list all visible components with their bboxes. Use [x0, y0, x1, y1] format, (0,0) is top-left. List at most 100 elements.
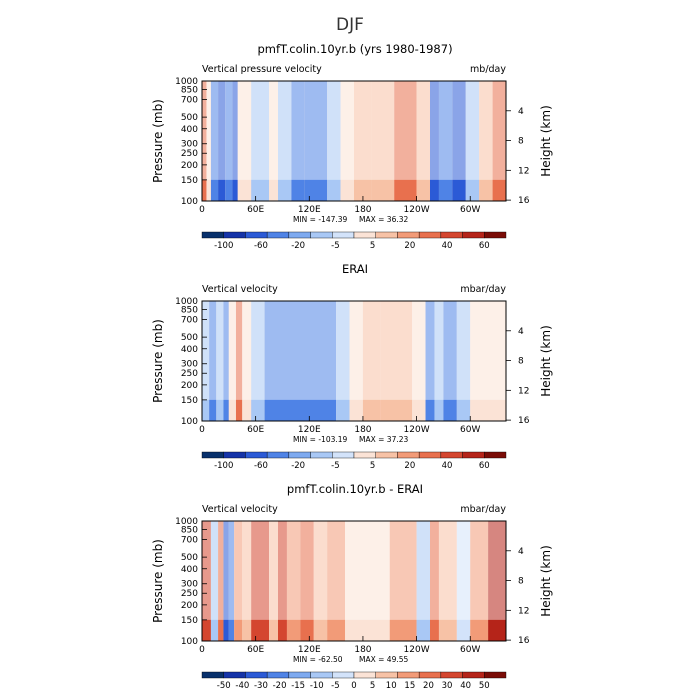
- y-tick-label: 500: [181, 113, 198, 123]
- contour-band: [202, 301, 210, 421]
- contour-band: [206, 81, 211, 201]
- contour-band: [340, 81, 354, 201]
- colorbar-box: [201, 451, 224, 459]
- colorbar-label: -20: [273, 681, 287, 691]
- y-tick-label: 250: [181, 149, 198, 159]
- colorbar-box: [440, 451, 463, 459]
- contour-band: [228, 521, 235, 641]
- x-tick-label: 60E: [247, 645, 264, 655]
- colorbar-label: 0: [351, 681, 356, 691]
- panel-3: pmfT.colin.10yr.b - ERAI Vertical velocit…: [151, 482, 553, 691]
- y-tick-label: 400: [181, 565, 198, 575]
- panel-1: pmfT.colin.10yr.b (yrs 1980-1987) Vertica…: [151, 42, 553, 251]
- colorbar-box: [484, 231, 507, 239]
- contour-band: [235, 301, 243, 421]
- x-tick-label: 120W: [404, 425, 430, 435]
- contour-band: [210, 521, 219, 641]
- contour-band: [225, 81, 233, 201]
- y-tick-label: 250: [181, 589, 198, 599]
- contour-band: [380, 301, 413, 421]
- y-tick-label: 850: [181, 305, 198, 315]
- y-tick-label: 200: [181, 601, 198, 611]
- x-tick-label: 0: [199, 645, 205, 655]
- contour-band: [251, 521, 270, 641]
- variable-label: Vertical velocity: [202, 284, 278, 295]
- colorbar-box: [288, 231, 311, 239]
- colorbar-label: 10: [386, 681, 397, 691]
- colorbar-box: [310, 671, 333, 679]
- colorbar-label: 20: [404, 461, 415, 471]
- y-tick-label: 700: [181, 536, 198, 546]
- contour-band: [362, 301, 381, 421]
- units-label: mbar/day: [460, 504, 506, 515]
- height-tick-label: 4: [518, 107, 524, 117]
- contour-band: [278, 301, 337, 421]
- colorbar-label: 20: [404, 241, 415, 251]
- contour-band: [430, 521, 439, 641]
- y-tick-label: 850: [181, 85, 198, 95]
- colorbar-label: -40: [235, 681, 249, 691]
- contour-band: [278, 81, 292, 201]
- contour-band: [412, 301, 426, 421]
- min-value: MIN = -103.19: [293, 435, 348, 444]
- contour-band: [228, 301, 236, 421]
- colorbar-box: [288, 671, 311, 679]
- contour-band: [300, 521, 314, 641]
- height-tick-label: 16: [518, 636, 530, 646]
- y-tick-label: 850: [181, 525, 198, 535]
- colorbar-label: 30: [442, 681, 453, 691]
- contour-field: [202, 301, 506, 421]
- x-tick-label: 60W: [460, 205, 480, 215]
- y-tick-label: 700: [181, 96, 198, 106]
- contour-band: [434, 301, 444, 421]
- contour-band: [286, 521, 301, 641]
- x-tick-label: 180: [354, 425, 371, 435]
- colorbar-label: 60: [479, 241, 490, 251]
- plot-frame: [201, 300, 507, 422]
- y-axis-title: Pressure (mb): [151, 99, 165, 183]
- contour-band: [237, 81, 252, 201]
- colorbar-box: [397, 451, 420, 459]
- contour-band: [488, 521, 506, 641]
- y-tick-label: 300: [181, 140, 198, 150]
- colorbar-label: -20: [291, 241, 305, 251]
- upper-level-shade: [202, 521, 506, 620]
- y-tick-label: 400: [181, 125, 198, 135]
- variable-label: Vertical velocity: [202, 504, 278, 515]
- contour-band: [336, 301, 350, 421]
- contour-band: [456, 301, 471, 421]
- colorbar-box: [245, 451, 268, 459]
- colorbar-label: 5: [370, 681, 375, 691]
- contour-band: [304, 81, 328, 201]
- max-value: MAX = 36.32: [359, 215, 408, 224]
- colorbar-box: [440, 671, 463, 679]
- colorbar-box: [375, 671, 398, 679]
- colorbar-box: [332, 451, 355, 459]
- y-tick-label: 200: [181, 381, 198, 391]
- contour-band: [269, 81, 278, 201]
- contour-band: [242, 521, 252, 641]
- height-tick-label: 16: [518, 416, 530, 426]
- colorbar-label: 50: [479, 681, 490, 691]
- contour-band: [371, 81, 395, 201]
- units-label: mbar/day: [460, 284, 506, 295]
- contour-band: [202, 81, 207, 201]
- panel-title: pmfT.colin.10yr.b (yrs 1980-1987): [257, 42, 452, 56]
- colorbar-box: [223, 451, 246, 459]
- contour-band: [218, 81, 226, 201]
- contour-band: [443, 301, 457, 421]
- y-tick-label: 700: [181, 316, 198, 326]
- colorbar-box: [266, 671, 290, 679]
- contour-band: [416, 81, 430, 201]
- colorbar-label: 60: [479, 461, 490, 471]
- y-tick-label: 150: [181, 396, 198, 406]
- contour-band: [269, 521, 278, 641]
- contour-band: [202, 521, 211, 641]
- height-tick-label: 12: [518, 166, 529, 176]
- colorbar-box: [266, 451, 290, 459]
- contour-band: [438, 81, 453, 201]
- colorbar-box: [462, 231, 485, 239]
- colorbar-box: [484, 671, 507, 679]
- colorbar-label: -60: [254, 241, 268, 251]
